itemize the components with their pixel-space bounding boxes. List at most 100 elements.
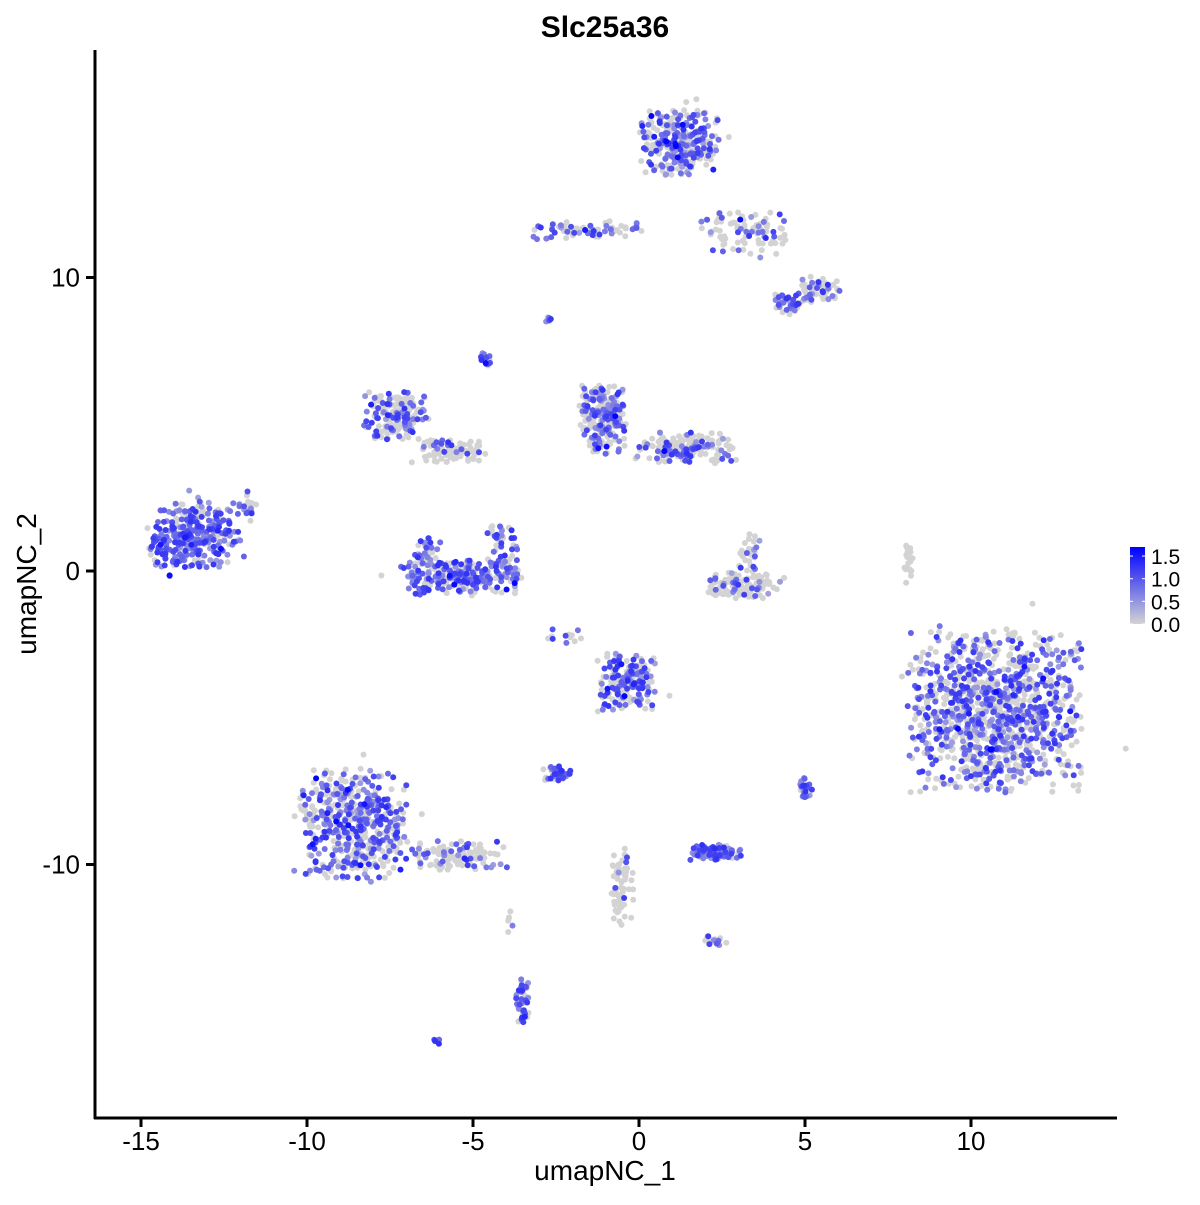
cell-point xyxy=(773,250,780,257)
cell-point xyxy=(936,623,943,630)
cell-point xyxy=(596,396,603,403)
cell-point xyxy=(1020,702,1026,709)
cell-point xyxy=(360,751,367,758)
cell-point xyxy=(543,235,550,242)
cell-point xyxy=(326,776,333,783)
cell-point xyxy=(227,508,234,515)
cell-point xyxy=(997,767,1003,774)
cell-point xyxy=(939,708,946,715)
cell-point xyxy=(762,235,769,241)
points-layer xyxy=(144,96,1129,1047)
cell-point xyxy=(657,436,664,443)
cell-point xyxy=(672,134,679,141)
cell-point xyxy=(1036,755,1043,762)
cell-point xyxy=(974,737,980,744)
cell-point xyxy=(909,555,916,562)
cell-point xyxy=(716,430,723,437)
cell-point xyxy=(1016,680,1023,687)
cell-point xyxy=(298,806,305,813)
cell-point xyxy=(649,702,656,709)
cell-point xyxy=(1026,684,1033,691)
cell-point xyxy=(192,508,199,515)
cell-point xyxy=(965,657,972,664)
cell-point xyxy=(624,854,630,861)
cell-point xyxy=(338,775,345,782)
cell-point xyxy=(154,549,161,556)
cell-point xyxy=(957,637,964,644)
cell-point xyxy=(381,874,388,881)
cell-point xyxy=(404,838,411,845)
cell-point xyxy=(477,855,484,862)
cell-point xyxy=(467,438,474,445)
cell-point xyxy=(498,574,505,581)
cell-point xyxy=(368,401,375,408)
cell-point xyxy=(476,442,483,449)
cell-point xyxy=(339,873,346,880)
cell-point xyxy=(719,248,726,255)
cell-point xyxy=(1041,761,1048,768)
cell-point xyxy=(521,1013,528,1020)
cell-point xyxy=(661,448,668,455)
cell-point xyxy=(400,565,407,571)
cell-point xyxy=(718,214,725,221)
cell-point xyxy=(719,455,726,462)
cell-point xyxy=(342,766,349,773)
cell-point xyxy=(1075,762,1082,769)
cell-point xyxy=(1014,645,1021,652)
cell-point xyxy=(302,870,309,877)
cell-point xyxy=(367,767,374,774)
cell-point xyxy=(594,657,601,664)
cell-point xyxy=(315,850,322,857)
cell-point xyxy=(801,286,808,293)
cell-point xyxy=(1016,707,1023,714)
cell-point xyxy=(518,574,525,581)
cell-point xyxy=(563,639,570,646)
cell-point xyxy=(571,638,578,645)
x-tick-label: 5 xyxy=(798,1126,812,1156)
cell-point xyxy=(709,133,715,140)
cell-point xyxy=(469,569,476,576)
cell-point xyxy=(508,527,515,534)
cell-point xyxy=(419,560,426,567)
cell-point xyxy=(663,439,670,446)
cell-point xyxy=(759,595,766,602)
cell-point xyxy=(380,409,387,416)
cell-point xyxy=(494,838,500,845)
cell-point xyxy=(904,703,911,710)
cell-point xyxy=(477,845,484,852)
cell-point xyxy=(675,116,682,123)
cell-point xyxy=(681,133,688,140)
cell-point xyxy=(973,636,980,643)
cell-point xyxy=(963,702,970,709)
cell-point xyxy=(611,383,618,390)
cell-point xyxy=(951,755,958,762)
cell-point xyxy=(422,414,429,421)
cell-point xyxy=(927,682,934,689)
legend-colorbar xyxy=(1130,547,1145,624)
cell-point xyxy=(604,650,611,657)
cell-point xyxy=(700,145,707,152)
y-axis-label: umapNC_2 xyxy=(11,513,42,655)
cell-point xyxy=(417,409,424,416)
cell-point xyxy=(925,721,932,728)
cell-point xyxy=(218,545,224,552)
cell-point xyxy=(611,901,618,908)
cell-point xyxy=(244,488,251,495)
cell-point xyxy=(722,849,729,856)
cell-point xyxy=(220,517,227,524)
cell-point xyxy=(392,831,399,838)
cell-point xyxy=(728,457,735,464)
cell-point xyxy=(204,510,211,517)
cell-point xyxy=(502,558,508,565)
cell-point xyxy=(592,441,598,448)
cell-point xyxy=(728,570,735,577)
cell-point xyxy=(814,285,820,291)
cell-point xyxy=(713,147,720,154)
cell-point xyxy=(498,540,505,547)
cell-point xyxy=(375,405,382,411)
cell-point xyxy=(568,223,574,230)
cell-point xyxy=(668,451,675,458)
cell-point xyxy=(1008,682,1015,689)
cell-point xyxy=(645,121,652,128)
cell-point xyxy=(936,629,943,635)
